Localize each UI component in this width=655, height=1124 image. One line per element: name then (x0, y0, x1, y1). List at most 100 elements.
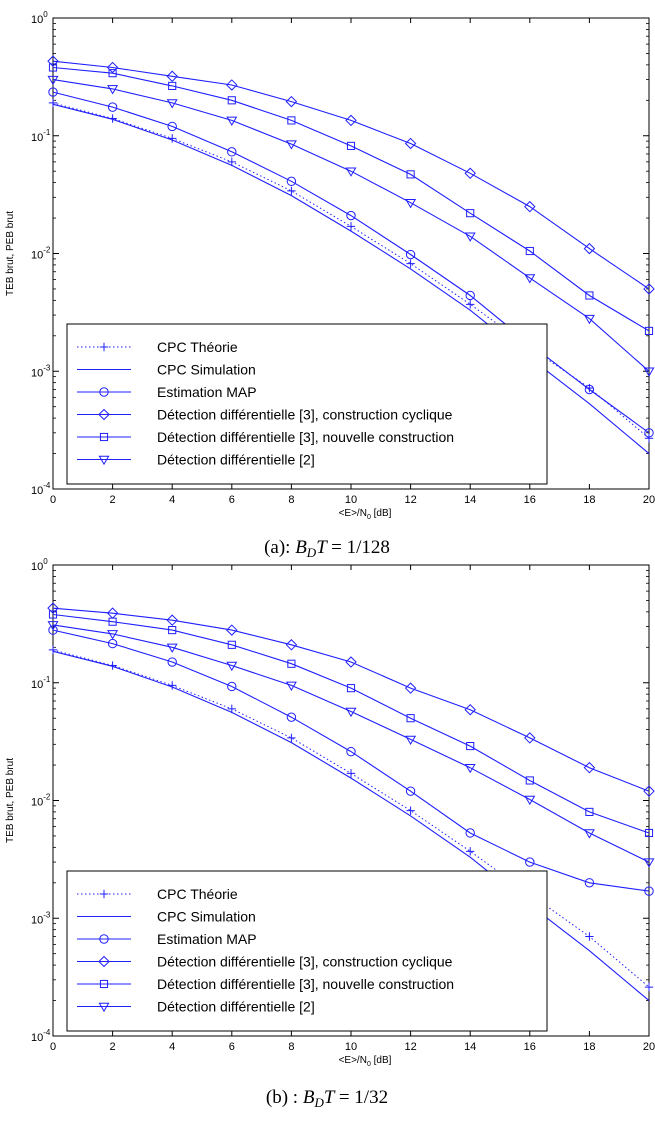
data-point (644, 326, 654, 335)
y-tick-label: 100 (31, 557, 48, 573)
data-point (585, 291, 594, 300)
x-tick-label: 18 (583, 494, 595, 506)
legend-box (66, 870, 548, 1032)
data-point (166, 99, 178, 109)
data-point (644, 828, 654, 838)
legend-label: Détection différentielle [2] (157, 452, 315, 468)
data-point (346, 210, 356, 221)
series-line-4 (52, 607, 650, 792)
legend-marker (98, 955, 110, 968)
data-point (166, 70, 178, 83)
data-point (345, 707, 357, 718)
data-point (47, 55, 59, 67)
data-point (524, 200, 536, 213)
y-tick-label: 10-4 (31, 481, 51, 497)
data-point (107, 102, 118, 112)
data-point (466, 300, 475, 309)
data-point (524, 795, 536, 806)
figure-caption: (b) : BDT = 1/32 (266, 1087, 388, 1110)
legend-label: Estimation MAP (157, 384, 257, 400)
data-point (285, 140, 297, 150)
y-tick-label: 10-3 (31, 363, 51, 379)
data-point (524, 732, 536, 744)
series-line-2 (52, 103, 650, 455)
y-tick-label: 10-3 (31, 910, 51, 926)
y-axis-label: TEB brut, PEB brut (5, 758, 16, 843)
data-point (643, 785, 655, 797)
data-point (345, 656, 357, 668)
data-point (466, 847, 475, 856)
data-point (405, 249, 416, 260)
data-point (227, 704, 236, 714)
data-point (108, 69, 117, 78)
data-point (406, 806, 415, 815)
data-point (464, 167, 476, 180)
y-tick-label: 10-2 (31, 793, 51, 809)
data-point (48, 645, 58, 655)
legend-label: Détection différentielle [2] (157, 999, 315, 1015)
data-point (227, 157, 236, 167)
series-line-6 (52, 79, 650, 372)
data-point (585, 932, 594, 941)
x-tick-label: 6 (229, 1041, 235, 1053)
data-point (286, 712, 297, 722)
data-point (346, 769, 356, 778)
legend-label: Détection différentielle [3], nouvelle c… (157, 976, 454, 992)
legend-marker (98, 408, 110, 421)
x-tick-label: 14 (464, 494, 476, 506)
data-point (227, 96, 236, 105)
data-point (406, 170, 415, 179)
series-line-5 (52, 613, 650, 834)
data-point (106, 61, 119, 74)
series-line-3 (52, 629, 650, 892)
data-point (107, 630, 119, 640)
data-point (464, 703, 476, 716)
x-tick-label: 12 (404, 494, 416, 506)
x-tick-label: 8 (288, 1041, 294, 1053)
data-point (226, 116, 238, 127)
legend-marker (99, 934, 109, 944)
data-point (465, 290, 475, 301)
data-point (168, 134, 177, 143)
data-point (107, 85, 119, 95)
x-tick-label: 2 (110, 494, 116, 506)
data-point (227, 147, 237, 157)
legend-marker (99, 432, 109, 442)
data-point (166, 643, 178, 653)
data-point (525, 246, 534, 256)
x-tick-label: 4 (169, 494, 175, 506)
data-point (406, 259, 415, 268)
data-point (643, 367, 655, 377)
chart-panel-a: 100 10-1 10-2 10-3 10-40 2 4 6 8 10 12 14 16 18 20 <E>/… (5, 10, 655, 560)
data-point (287, 659, 296, 668)
data-point (168, 81, 177, 90)
data-point (404, 137, 417, 150)
data-point (287, 186, 296, 196)
x-tick-label: 20 (643, 494, 655, 506)
data-point (285, 639, 298, 651)
x-tick-label: 2 (110, 1041, 116, 1053)
x-axis-label: <E>/N0 [dB] (339, 508, 392, 521)
series-line-6 (52, 624, 650, 863)
y-tick-label: 10-1 (31, 128, 51, 144)
x-tick-label: 10 (345, 1041, 357, 1053)
data-point (643, 283, 655, 295)
data-point (405, 198, 417, 209)
data-point (48, 63, 58, 72)
data-point (287, 733, 296, 743)
data-point (405, 735, 417, 746)
legend: CPC Théorie CPC Simulation Estimation MAP D… (66, 870, 548, 1032)
y-tick-label: 10-4 (31, 1028, 51, 1044)
data-point (464, 763, 476, 774)
x-tick-label: 16 (524, 1041, 536, 1053)
data-point (286, 176, 297, 187)
x-tick-label: 10 (345, 494, 357, 506)
data-point (168, 626, 177, 635)
data-point (226, 661, 238, 672)
y-tick-label: 10-1 (31, 675, 51, 691)
data-point (584, 384, 595, 395)
figure-caption: (a): BDT = 1/128 (264, 537, 390, 560)
legend-marker (99, 889, 109, 899)
data-point (583, 829, 595, 839)
